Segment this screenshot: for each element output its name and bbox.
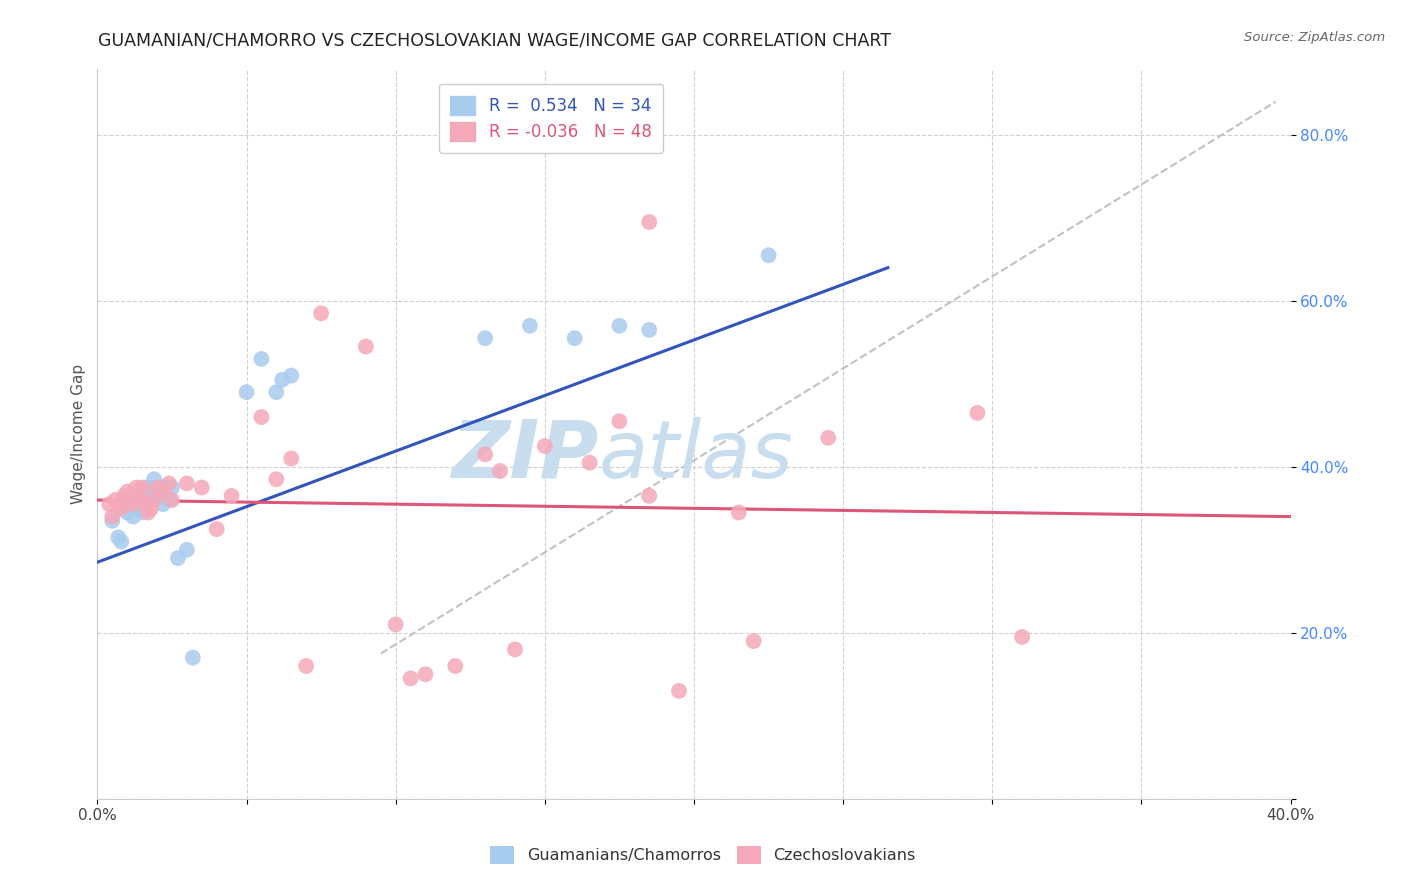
Point: [115, 484, 138, 499]
Point: [134, 481, 156, 495]
Point: [309, 306, 332, 320]
Point: [190, 481, 212, 495]
Point: [638, 215, 661, 229]
Point: [817, 431, 839, 445]
Text: GUAMANIAN/CHAMORRO VS CZECHOSLOVAKIAN WAGE/INCOME GAP CORRELATION CHART: GUAMANIAN/CHAMORRO VS CZECHOSLOVAKIAN WA…: [98, 31, 891, 49]
Point: [205, 522, 228, 536]
Point: [638, 323, 661, 337]
Legend: Guamanians/Chamorros, Czechoslovakians: Guamanians/Chamorros, Czechoslovakians: [484, 839, 922, 871]
Point: [609, 318, 631, 333]
Legend: R =  0.534   N = 34, R = -0.036   N = 48: R = 0.534 N = 34, R = -0.036 N = 48: [439, 84, 664, 153]
Point: [120, 493, 142, 508]
Point: [742, 634, 765, 648]
Point: [107, 497, 129, 511]
Point: [966, 406, 988, 420]
Point: [157, 476, 180, 491]
Point: [474, 331, 496, 345]
Point: [101, 509, 124, 524]
Point: [115, 506, 138, 520]
Point: [125, 481, 148, 495]
Point: [115, 493, 138, 508]
Point: [139, 481, 162, 495]
Point: [98, 497, 121, 511]
Point: [122, 497, 145, 511]
Point: [503, 642, 526, 657]
Point: [146, 481, 169, 495]
Point: [474, 447, 496, 461]
Point: [444, 659, 467, 673]
Point: [758, 248, 780, 262]
Text: atlas: atlas: [599, 417, 793, 494]
Point: [250, 351, 273, 366]
Point: [139, 501, 162, 516]
Point: [415, 667, 437, 681]
Point: [136, 506, 159, 520]
Point: [160, 481, 183, 495]
Point: [181, 650, 204, 665]
Point: [110, 534, 132, 549]
Point: [104, 493, 127, 508]
Point: [295, 659, 318, 673]
Point: [354, 339, 377, 353]
Point: [101, 514, 124, 528]
Point: [155, 481, 177, 495]
Point: [143, 493, 166, 508]
Point: [152, 484, 174, 499]
Text: ZIP: ZIP: [451, 417, 599, 494]
Point: [727, 506, 749, 520]
Point: [128, 489, 150, 503]
Point: [139, 493, 162, 508]
Point: [107, 530, 129, 544]
Point: [112, 489, 135, 503]
Point: [176, 476, 198, 491]
Point: [564, 331, 586, 345]
Point: [134, 497, 156, 511]
Point: [146, 489, 169, 503]
Point: [399, 672, 422, 686]
Point: [143, 472, 166, 486]
Text: Source: ZipAtlas.com: Source: ZipAtlas.com: [1244, 31, 1385, 45]
Point: [176, 542, 198, 557]
Point: [271, 373, 294, 387]
Point: [384, 617, 406, 632]
Point: [533, 439, 555, 453]
Point: [157, 493, 180, 508]
Point: [149, 481, 172, 495]
Point: [110, 501, 132, 516]
Point: [131, 481, 153, 495]
Point: [128, 493, 150, 508]
Point: [638, 489, 661, 503]
Point: [609, 414, 631, 428]
Point: [235, 385, 257, 400]
Point: [519, 318, 541, 333]
Point: [221, 489, 243, 503]
Point: [160, 493, 183, 508]
Point: [489, 464, 512, 478]
Point: [1011, 630, 1033, 644]
Point: [266, 472, 288, 486]
Point: [668, 684, 690, 698]
Point: [250, 410, 273, 425]
Point: [122, 509, 145, 524]
Point: [266, 385, 288, 400]
Point: [131, 506, 153, 520]
Point: [136, 489, 159, 503]
Y-axis label: Wage/Income Gap: Wage/Income Gap: [72, 364, 86, 504]
Point: [167, 551, 190, 566]
Point: [578, 456, 600, 470]
Point: [280, 451, 302, 466]
Point: [280, 368, 302, 383]
Point: [125, 501, 148, 516]
Point: [152, 497, 174, 511]
